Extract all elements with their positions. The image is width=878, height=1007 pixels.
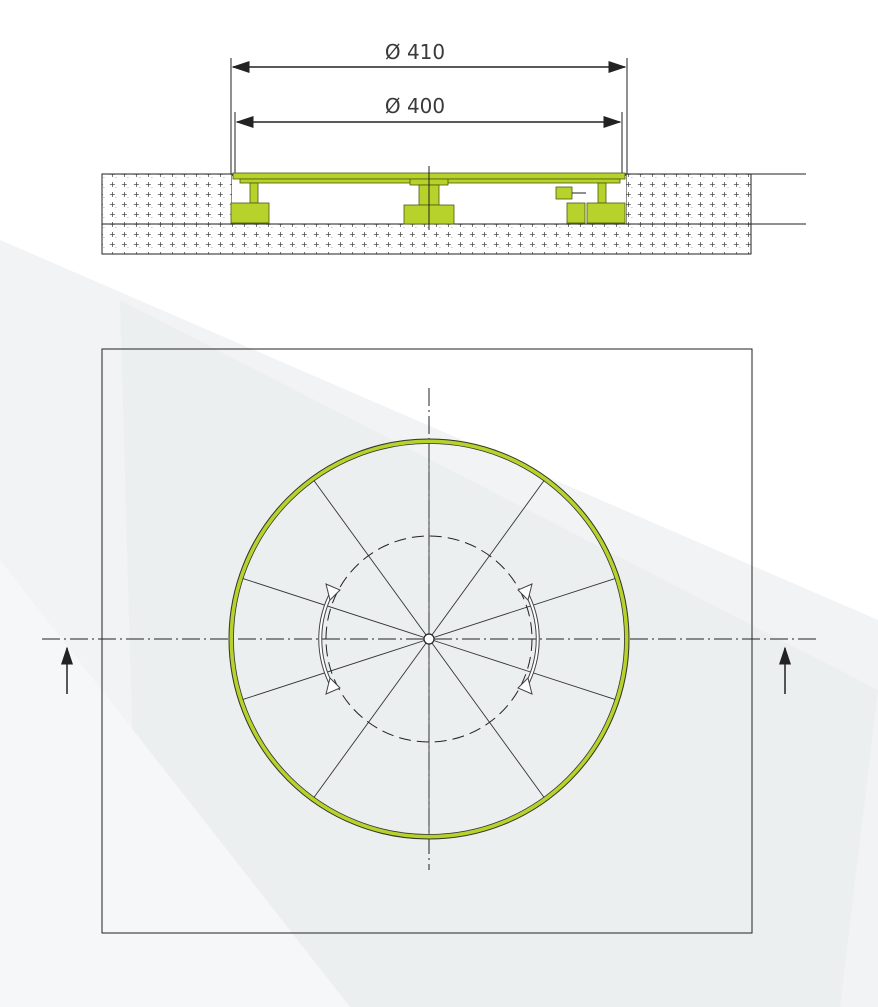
spoke (428, 638, 545, 798)
background-shape-mid (120, 300, 878, 1007)
hub (423, 633, 435, 645)
turntable-rim (228, 438, 630, 840)
dimension-outer-label: Ø 410 (385, 40, 445, 64)
turntable-outer-edge (228, 438, 630, 840)
floor-bottom (101, 223, 752, 255)
support-left-base (230, 202, 270, 224)
floor-right (625, 173, 752, 227)
plan-view (42, 348, 820, 934)
rotation-arrow-right (517, 583, 540, 695)
support-right-base (586, 202, 626, 224)
drive-track-circle (325, 535, 533, 743)
support-left-column (249, 182, 259, 204)
section-view: Ø 410 Ø 400 (101, 40, 806, 255)
pit-outline (101, 348, 753, 934)
turntable-spokes (242, 443, 616, 835)
drive-motor (555, 186, 573, 200)
background-shape-small (0, 560, 350, 1007)
rotation-arrow-left (318, 583, 341, 695)
support-right-column (597, 182, 607, 204)
drive-base (566, 202, 586, 224)
spoke (242, 638, 430, 701)
spoke (242, 577, 430, 640)
spoke (428, 638, 616, 701)
floor-left (101, 173, 233, 227)
spoke (313, 638, 430, 798)
spoke (428, 480, 545, 640)
spoke (428, 577, 616, 640)
dimension-inner-label: Ø 400 (385, 94, 445, 118)
spoke (313, 480, 430, 640)
